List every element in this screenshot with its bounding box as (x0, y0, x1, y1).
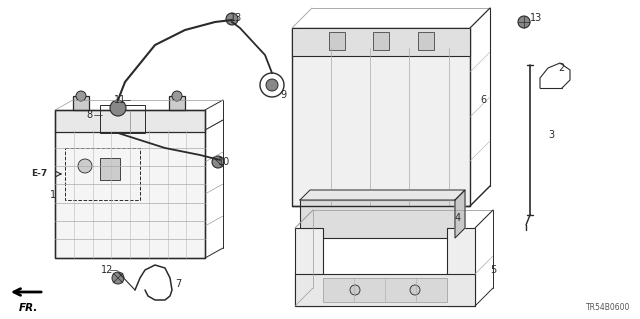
Text: 7: 7 (175, 279, 181, 289)
Bar (447, 228, 475, 306)
Text: 13: 13 (230, 13, 243, 23)
Circle shape (110, 100, 126, 116)
Circle shape (518, 16, 530, 28)
Bar (65, 148, 140, 200)
Bar (55, 110, 205, 132)
Bar (292, 28, 470, 56)
Bar (100, 158, 120, 180)
Text: 6: 6 (480, 95, 486, 105)
Bar (328, 32, 344, 50)
Text: TR54B0600: TR54B0600 (586, 303, 630, 312)
Text: 8: 8 (86, 110, 92, 120)
Bar (292, 28, 470, 206)
Polygon shape (455, 190, 465, 238)
Bar (295, 228, 323, 306)
Circle shape (112, 272, 124, 284)
Circle shape (76, 91, 86, 101)
Circle shape (172, 91, 182, 101)
Circle shape (410, 285, 420, 295)
Text: 1: 1 (50, 190, 56, 200)
Text: 9: 9 (280, 90, 286, 100)
Bar (100, 105, 145, 133)
Text: 12: 12 (101, 265, 113, 275)
Circle shape (212, 156, 224, 168)
Text: 4: 4 (455, 213, 461, 223)
Text: FR.: FR. (19, 303, 38, 313)
Text: 3: 3 (548, 130, 554, 140)
Text: 10: 10 (218, 157, 230, 167)
Circle shape (266, 79, 278, 91)
Bar (55, 110, 205, 258)
Bar (295, 274, 475, 306)
Text: 2: 2 (558, 63, 564, 73)
Text: E-7: E-7 (31, 169, 47, 179)
Circle shape (78, 159, 92, 173)
Text: 5: 5 (490, 265, 496, 275)
Circle shape (226, 13, 238, 25)
Bar (323, 278, 447, 302)
Bar (373, 32, 389, 50)
Bar (169, 96, 185, 110)
Bar (55, 130, 205, 258)
Circle shape (350, 285, 360, 295)
Bar (73, 96, 89, 110)
Polygon shape (300, 190, 465, 200)
Text: 11: 11 (114, 95, 126, 105)
Text: 13: 13 (530, 13, 542, 23)
Bar (417, 32, 433, 50)
Bar (300, 200, 455, 238)
